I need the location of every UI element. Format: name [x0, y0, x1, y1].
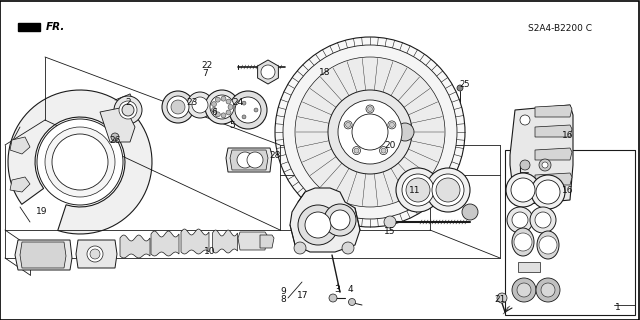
Polygon shape	[100, 107, 135, 142]
Circle shape	[349, 299, 355, 306]
Text: 22: 22	[202, 60, 212, 69]
Circle shape	[247, 152, 263, 168]
Circle shape	[380, 147, 387, 155]
Circle shape	[226, 110, 231, 115]
Circle shape	[366, 105, 374, 113]
Circle shape	[111, 133, 119, 141]
Circle shape	[497, 293, 507, 303]
Circle shape	[396, 123, 414, 141]
Text: 1: 1	[615, 303, 621, 313]
Circle shape	[211, 108, 216, 112]
Circle shape	[514, 233, 532, 251]
Text: 9: 9	[280, 287, 286, 297]
Circle shape	[226, 99, 231, 104]
Text: 15: 15	[384, 228, 396, 236]
Circle shape	[295, 57, 445, 207]
Polygon shape	[535, 173, 572, 185]
Circle shape	[330, 210, 350, 230]
Circle shape	[426, 168, 470, 212]
Text: 21: 21	[494, 295, 506, 305]
Circle shape	[396, 168, 440, 212]
Circle shape	[539, 236, 557, 254]
Circle shape	[384, 216, 396, 228]
Circle shape	[254, 108, 258, 112]
Circle shape	[344, 121, 352, 129]
Circle shape	[376, 133, 400, 157]
Circle shape	[221, 96, 226, 101]
Polygon shape	[535, 105, 572, 117]
Circle shape	[242, 101, 246, 105]
Text: S2A4-B2200 C: S2A4-B2200 C	[528, 23, 592, 33]
Circle shape	[237, 152, 253, 168]
Text: 3: 3	[334, 285, 340, 294]
Circle shape	[171, 100, 185, 114]
Text: 8: 8	[280, 295, 286, 305]
Circle shape	[305, 212, 331, 238]
Polygon shape	[518, 262, 540, 272]
Text: 19: 19	[36, 207, 48, 217]
Polygon shape	[260, 235, 274, 248]
Circle shape	[37, 119, 123, 205]
Text: FR.: FR.	[46, 22, 65, 32]
Polygon shape	[535, 148, 572, 160]
Circle shape	[381, 138, 395, 152]
Polygon shape	[10, 177, 30, 192]
Circle shape	[511, 178, 535, 202]
Circle shape	[45, 127, 115, 197]
Circle shape	[542, 162, 548, 168]
Polygon shape	[76, 240, 117, 268]
Polygon shape	[226, 148, 272, 172]
Circle shape	[215, 112, 220, 117]
Circle shape	[329, 294, 337, 302]
Circle shape	[87, 246, 103, 262]
Circle shape	[436, 178, 460, 202]
Text: 4: 4	[347, 285, 353, 294]
Circle shape	[228, 105, 233, 109]
Circle shape	[52, 134, 108, 190]
Text: 23: 23	[186, 98, 198, 107]
Circle shape	[381, 148, 386, 153]
Circle shape	[119, 101, 137, 119]
Circle shape	[211, 101, 216, 107]
Circle shape	[342, 242, 354, 254]
Circle shape	[520, 160, 530, 170]
Polygon shape	[20, 242, 66, 268]
Circle shape	[535, 212, 551, 228]
FancyBboxPatch shape	[505, 150, 635, 315]
Text: 28: 28	[269, 150, 281, 159]
Circle shape	[242, 115, 246, 119]
Circle shape	[389, 122, 394, 127]
Circle shape	[536, 180, 560, 204]
Text: 11: 11	[409, 186, 420, 195]
Circle shape	[353, 147, 360, 155]
Text: 24: 24	[232, 98, 244, 107]
Circle shape	[531, 175, 565, 209]
Circle shape	[388, 121, 396, 129]
Circle shape	[192, 97, 208, 113]
Text: 16: 16	[563, 186, 573, 195]
Circle shape	[520, 115, 530, 125]
Polygon shape	[258, 60, 278, 84]
Circle shape	[90, 249, 100, 259]
Text: 25: 25	[460, 79, 470, 89]
Circle shape	[354, 148, 359, 153]
Circle shape	[261, 65, 275, 79]
Circle shape	[283, 45, 457, 219]
Polygon shape	[8, 90, 152, 234]
Text: 6: 6	[211, 108, 217, 116]
Polygon shape	[10, 137, 30, 154]
Ellipse shape	[512, 228, 534, 256]
Text: 17: 17	[297, 291, 308, 300]
Text: 20: 20	[384, 140, 396, 149]
Text: 5: 5	[229, 121, 235, 130]
Circle shape	[402, 174, 434, 206]
Polygon shape	[230, 150, 268, 170]
Circle shape	[536, 278, 560, 302]
Polygon shape	[535, 125, 572, 137]
Circle shape	[162, 91, 194, 123]
Text: 26: 26	[109, 135, 121, 145]
Circle shape	[462, 204, 478, 220]
Circle shape	[517, 283, 531, 297]
Polygon shape	[15, 240, 72, 270]
